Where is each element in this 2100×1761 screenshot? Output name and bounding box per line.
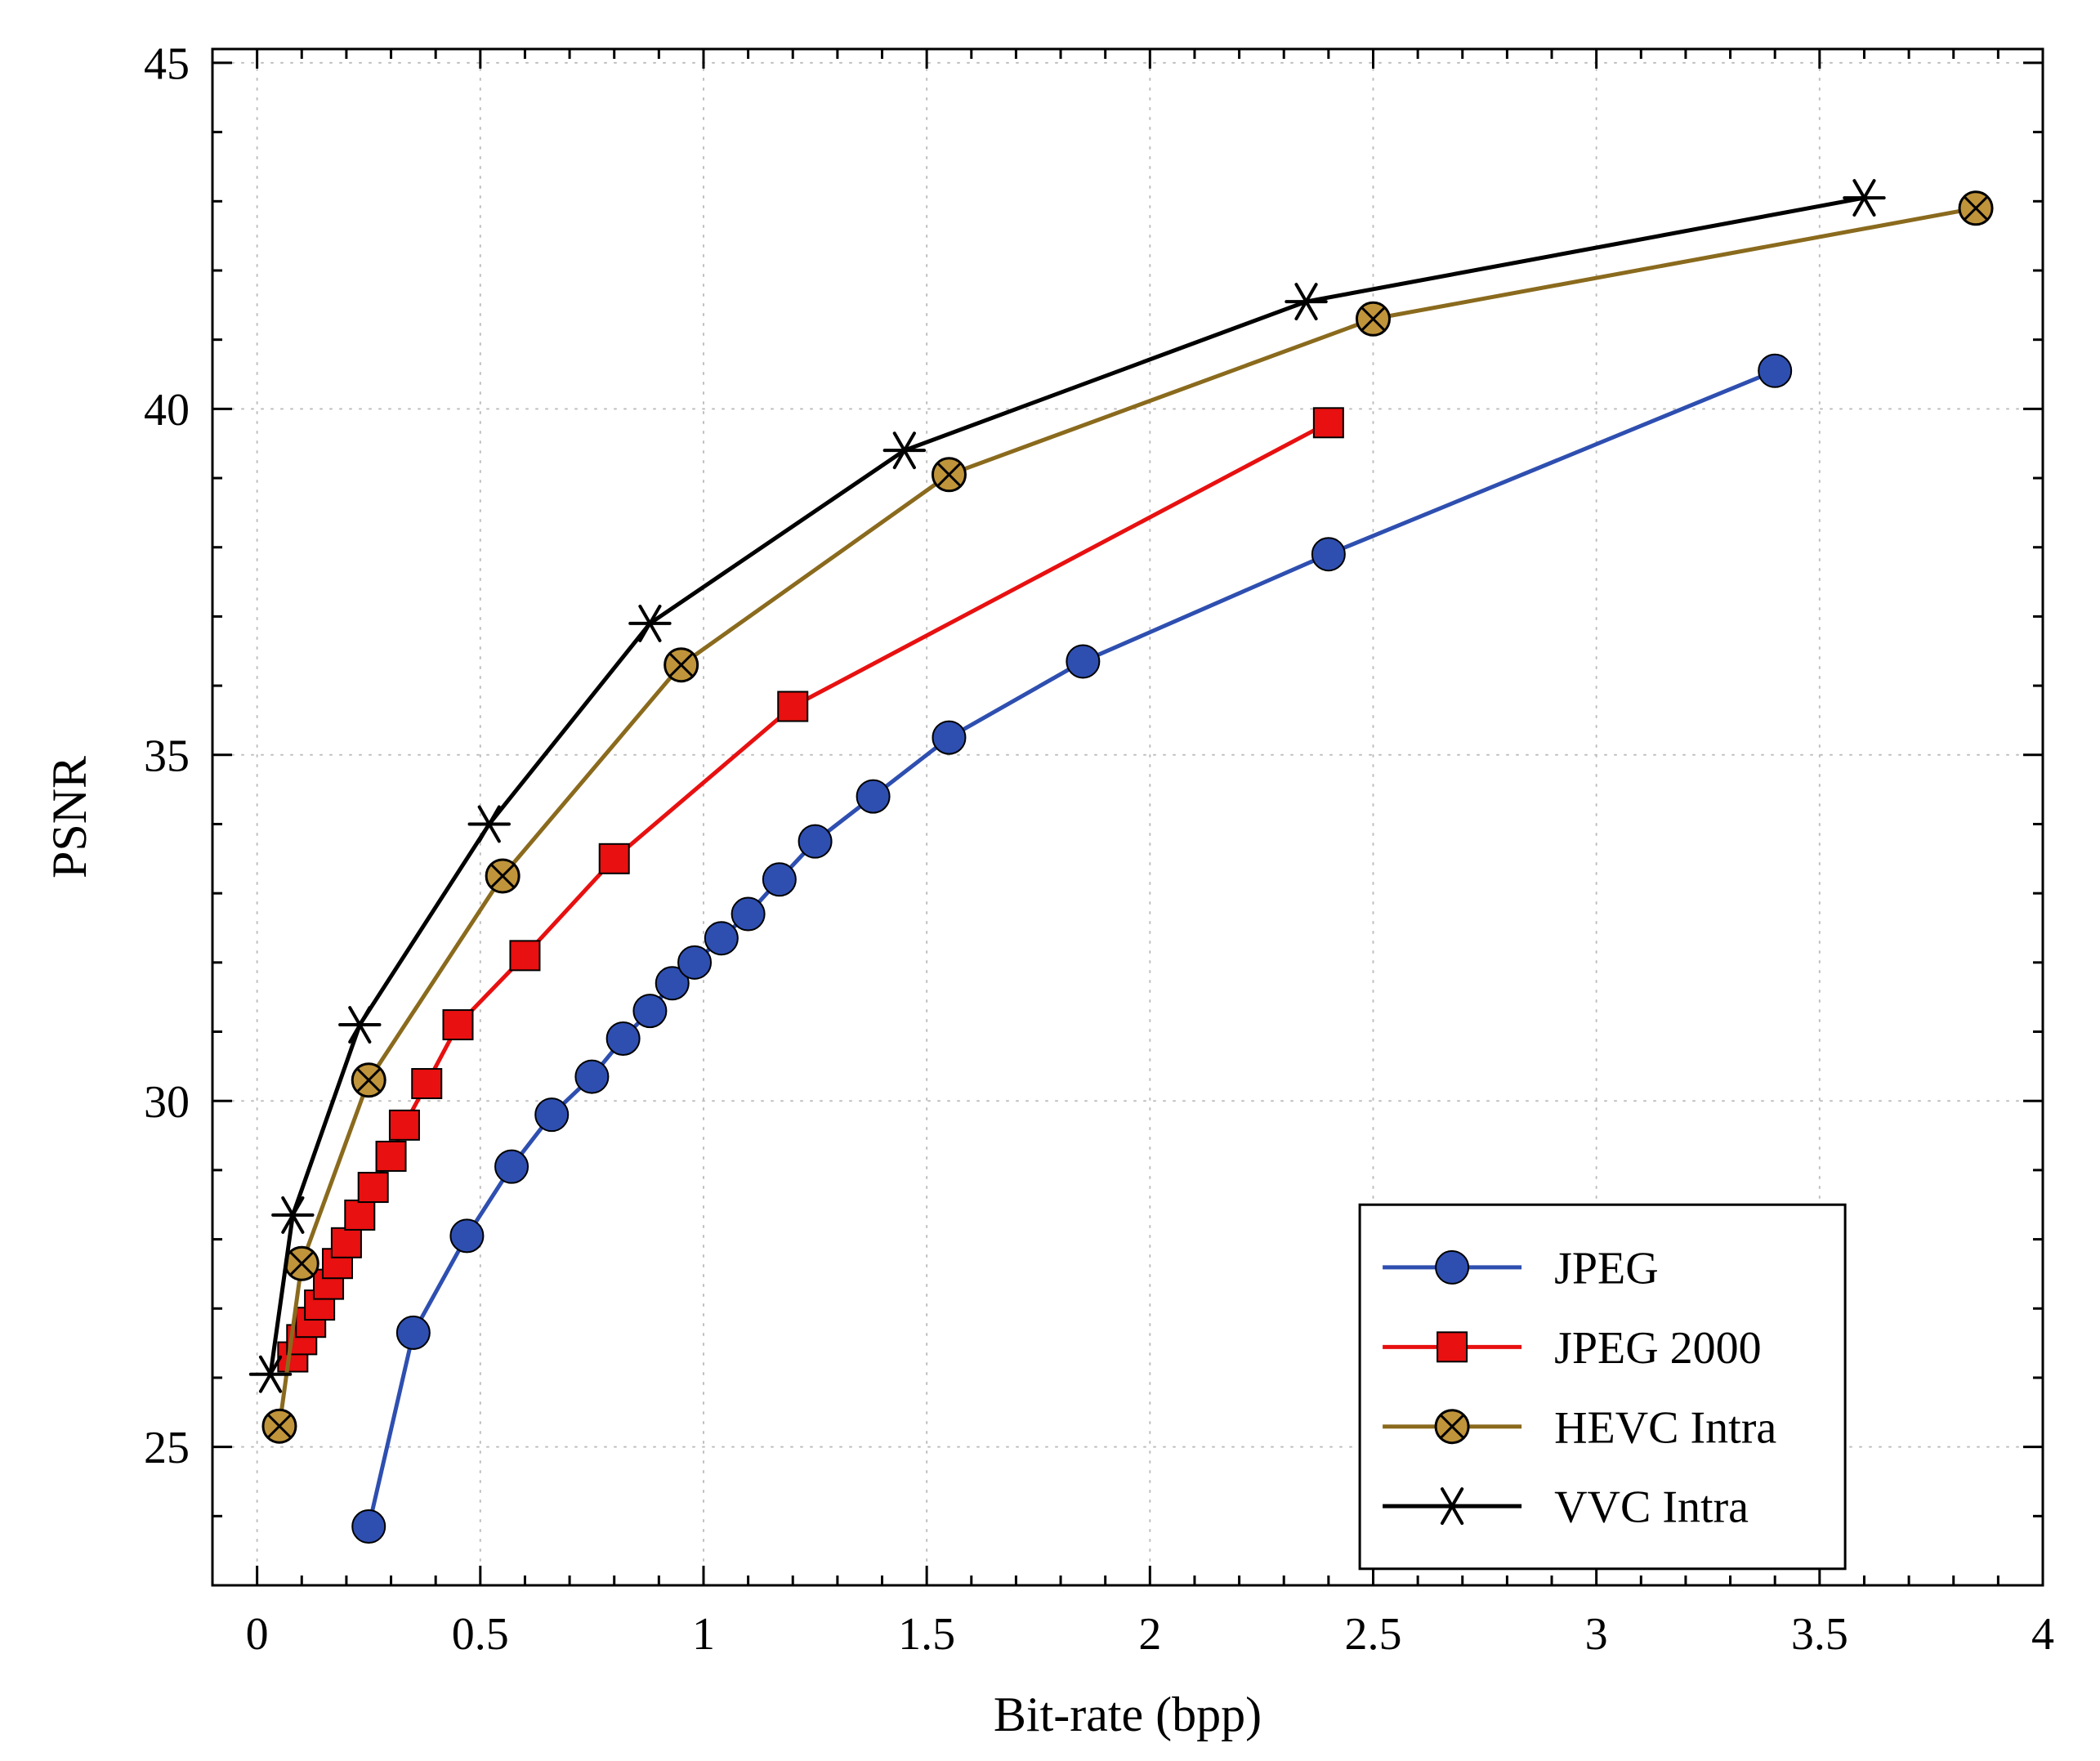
- x-tick-label: 0: [246, 1609, 269, 1660]
- y-axis-label: PSNR: [42, 756, 96, 878]
- x-tick-label: 2.5: [1344, 1609, 1401, 1660]
- y-tick-label: 25: [144, 1423, 190, 1473]
- y-tick-label: 35: [144, 731, 190, 781]
- rd-curve-chart: 0 0.5 1 1.5 2 2.5 3 3.5 4 25 30 35 40 45 Bit-rate (bpp…: [0, 0, 2100, 1761]
- x-tick-label: 1: [692, 1609, 715, 1660]
- legend-label: VVC Intra: [1554, 1482, 1749, 1533]
- x-tick-label: 3.5: [1791, 1609, 1848, 1660]
- legend-label: JPEG: [1554, 1244, 1659, 1294]
- legend-label: JPEG 2000: [1554, 1323, 1762, 1374]
- legend: JPEG JPEG 2000 HEVC Intra VVC Intra: [1360, 1205, 1845, 1569]
- x-axis-label: Bit-rate (bpp): [994, 1687, 1262, 1741]
- y-tick-label: 30: [144, 1077, 190, 1128]
- x-tick-label: 1.5: [898, 1609, 955, 1660]
- x-tick-label: 4: [2031, 1609, 2054, 1660]
- legend-label: HEVC Intra: [1554, 1402, 1776, 1453]
- x-tick-label: 3: [1585, 1609, 1608, 1660]
- chart-svg: 0 0.5 1 1.5 2 2.5 3 3.5 4 25 30 35 40 45 Bit-rate (bpp…: [0, 0, 2100, 1761]
- x-tick-label: 2: [1138, 1609, 1161, 1660]
- x-tick-label: 0.5: [452, 1609, 509, 1660]
- y-tick-label: 45: [144, 39, 190, 90]
- y-tick-label: 40: [144, 385, 190, 436]
